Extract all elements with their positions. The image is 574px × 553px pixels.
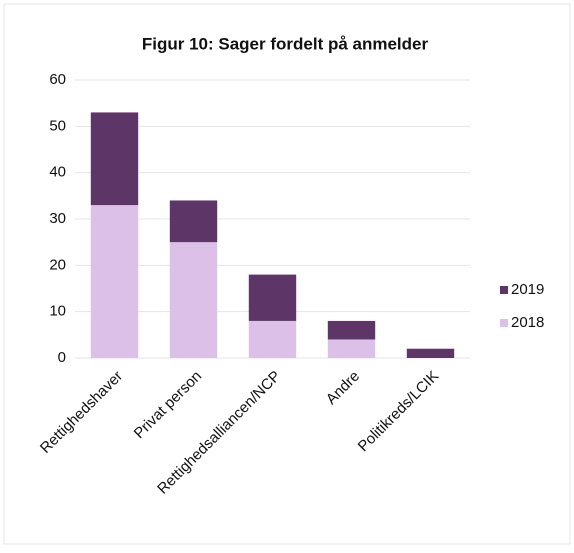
y-tick-label: 30 [49, 210, 66, 227]
legend-label: 2019 [511, 281, 544, 298]
y-tick-label: 0 [58, 349, 66, 366]
bar-segment [90, 205, 139, 358]
y-tick-label: 10 [49, 303, 66, 320]
bar-segment [406, 348, 455, 358]
frame [3, 3, 571, 545]
y-tick-label: 20 [49, 256, 66, 273]
bar-segment [248, 320, 297, 358]
bar-segment [169, 242, 218, 358]
bar-segment [169, 200, 218, 243]
bar-segment [248, 274, 297, 321]
legend-swatch [500, 286, 508, 294]
bar-segment [90, 112, 139, 206]
bar-segment [327, 339, 376, 358]
y-tick-label: 40 [49, 164, 66, 181]
bar-segment [327, 320, 376, 340]
y-tick-label: 60 [49, 71, 66, 88]
legend-label: 2018 [511, 314, 544, 331]
legend-swatch [500, 319, 508, 327]
chart-title: Figur 10: Sager fordelt på anmelder [142, 34, 429, 53]
y-tick-label: 50 [49, 117, 66, 134]
